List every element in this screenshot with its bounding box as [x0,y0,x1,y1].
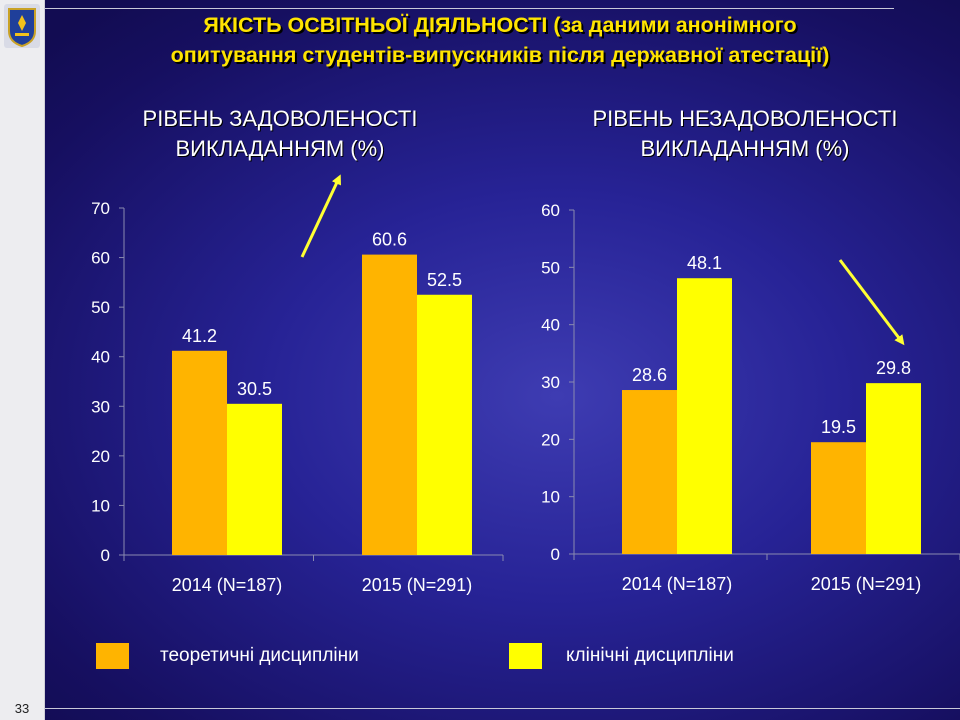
chart-1-data-label: 60.6 [372,230,407,250]
chart-2-title: РІВЕНЬ НЕЗАДОВОЛЕНОСТІ ВИКЛАДАННЯМ (%) [535,104,955,164]
chart-1-title-line-1: РІВЕНЬ ЗАДОВОЛЕНОСТІ [142,106,418,131]
chart-1-data-label: 30.5 [237,379,272,399]
chart-2-data-label: 48.1 [687,253,722,273]
chart-1-y-tick-label: 70 [91,199,110,218]
slide-title-line-2: опитування студентів-випускників після д… [170,43,830,67]
chart-2-y-tick-label: 20 [541,430,560,449]
chart-1-title: РІВЕНЬ ЗАДОВОЛЕНОСТІ ВИКЛАДАННЯМ (%) [100,104,460,164]
chart-1-y-tick-label: 40 [91,348,110,367]
chart-2-bar [622,390,677,554]
chart-1-y-tick-label: 60 [91,249,110,268]
chart-2-y-tick-label: 40 [541,316,560,335]
header-divider [44,8,894,9]
chart-1-bar [172,350,227,555]
chart-1-y-tick-label: 20 [91,447,110,466]
sidebar: 33 [0,0,45,720]
legend-label-theoretical: теоретичні дисципліни [160,645,359,666]
chart-2-bar [866,383,921,554]
chart-2-y-tick-label: 0 [551,545,560,564]
chart-2-y-tick-label: 30 [541,373,560,392]
chart-2-bar [811,442,866,554]
chart-1-category-label: 2015 (N=291) [362,575,473,595]
chart-1-data-label: 41.2 [182,326,217,346]
legend-swatch-clinical [509,643,542,669]
chart-2-y-tick-label: 50 [541,258,560,277]
university-crest-icon [4,4,40,48]
chart-2-data-label: 28.6 [632,365,667,385]
chart-1-title-line-2: ВИКЛАДАННЯМ (%) [175,136,385,161]
chart-1-y-tick-label: 30 [91,397,110,416]
chart-1-bar [417,294,472,555]
chart-1-bar [227,403,282,555]
chart-1-data-label: 52.5 [427,270,462,290]
chart-1-y-tick-label: 0 [101,546,110,565]
chart-2-y-tick-label: 10 [541,488,560,507]
chart-2-data-label: 29.8 [876,358,911,378]
chart-2-title-line-2: ВИКЛАДАННЯМ (%) [640,136,850,161]
chart-1-bar [362,254,417,555]
page-number: 33 [14,701,30,716]
chart-2-category-label: 2015 (N=291) [811,574,922,594]
chart-2-bar [677,278,732,554]
chart-1-y-tick-label: 50 [91,298,110,317]
chart-2-y-tick-label: 60 [541,201,560,220]
chart-2-title-line-1: РІВЕНЬ НЕЗАДОВОЛЕНОСТІ [592,106,898,131]
legend-label-clinical: клінічні дисципліни [566,645,734,666]
footer-divider [44,708,960,709]
chart-1-category-label: 2014 (N=187) [172,575,283,595]
chart-2-data-label: 19.5 [821,417,856,437]
chart-2-trend-arrow-down [838,259,905,346]
chart-2-category-label: 2014 (N=187) [622,574,733,594]
chart-1-trend-arrow-up [300,174,341,258]
chart-1-y-tick-label: 10 [91,496,110,515]
slide-title: ЯКІСТЬ ОСВІТНЬОЇ ДІЯЛЬНОСТІ (за даними а… [50,10,950,70]
legend-swatch-theoretical [96,643,129,669]
slide-title-line-1: ЯКІСТЬ ОСВІТНЬОЇ ДІЯЛЬНОСТІ (за даними а… [203,13,797,37]
